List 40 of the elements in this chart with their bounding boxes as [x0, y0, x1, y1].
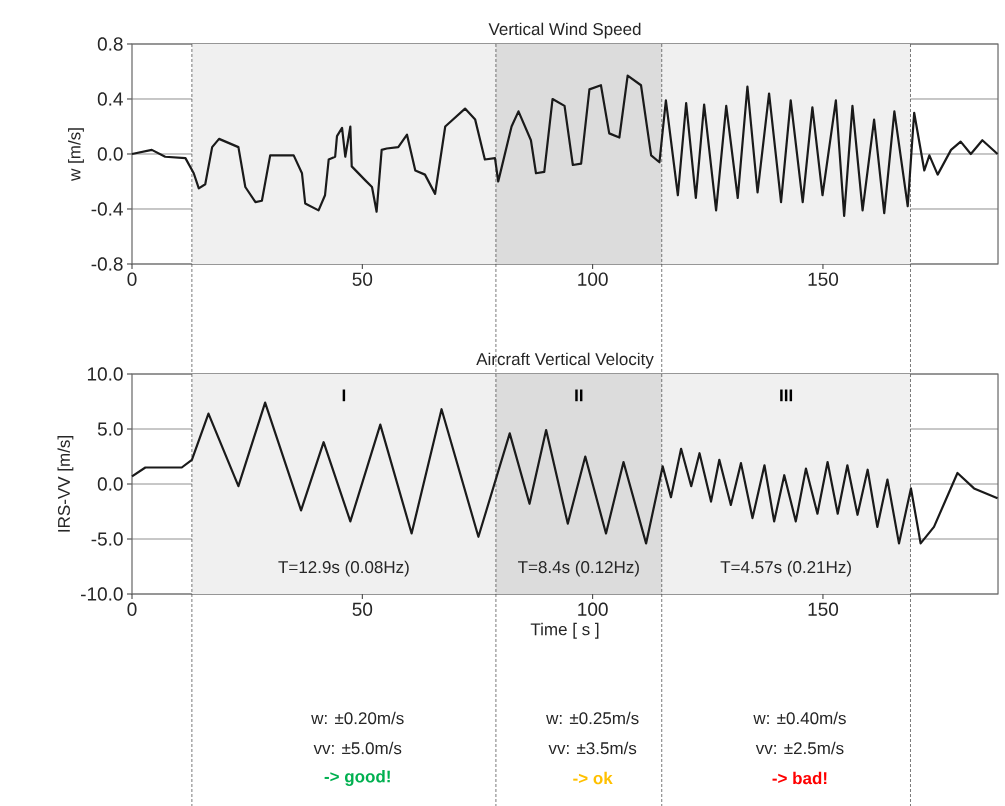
annotation: T=4.57s (0.21Hz) [720, 560, 851, 577]
chart-title: Vertical Wind Speed [488, 22, 641, 39]
y-tick-label: -5.0 [91, 532, 123, 546]
text: w: ±0.25m/s [546, 711, 639, 725]
text: vv: ±2.5m/s [755, 741, 844, 755]
x-tick-label: 50 [352, 602, 373, 616]
y-tick-label: 0.0 [97, 477, 123, 491]
y-tick-label: -0.4 [91, 202, 123, 216]
text: w: ±0.20m/s [311, 711, 404, 725]
x-tick-label: 150 [808, 272, 839, 286]
x-tick-label: 0 [127, 602, 137, 616]
x-tick-label: 100 [578, 272, 608, 286]
band-label: II [575, 389, 583, 402]
annotation: T=8.4s (0.12Hz) [518, 560, 639, 577]
y-tick-label: 0.8 [97, 37, 123, 51]
band-label: I [342, 389, 346, 402]
band-label: III [780, 389, 793, 402]
x-tick-label: 0 [127, 272, 137, 286]
line-series [130, 74, 999, 217]
y-tick-label: -10.0 [81, 587, 123, 601]
y-tick-label: 10.0 [87, 367, 123, 381]
chart-title: Aircraft Vertical Velocity [476, 352, 654, 369]
x-tick-label: 150 [808, 602, 839, 616]
y-tick-label: 0.0 [97, 147, 123, 161]
y-tick-label: -0.8 [91, 257, 123, 271]
line-series [130, 401, 999, 545]
y-axis-title: w [m/s] [68, 128, 84, 181]
x-axis-title: Time [ s ] [530, 622, 599, 639]
y-tick-label: 0.4 [97, 92, 123, 106]
y-tick-label: 5.0 [97, 422, 123, 436]
y-axis-title: IRS-VV [m/s] [57, 436, 74, 532]
x-tick-label: 100 [578, 602, 608, 616]
text: w: ±0.40m/s [753, 711, 846, 725]
text: vv: ±3.5m/s [548, 741, 637, 755]
x-tick-label: 50 [352, 272, 373, 286]
text: -> ok [573, 771, 613, 785]
annotation: T=12.9s (0.08Hz) [278, 560, 409, 577]
text: -> bad! [772, 771, 827, 785]
text: vv: ±5.0m/s [313, 741, 402, 755]
text: -> good! [324, 770, 390, 786]
